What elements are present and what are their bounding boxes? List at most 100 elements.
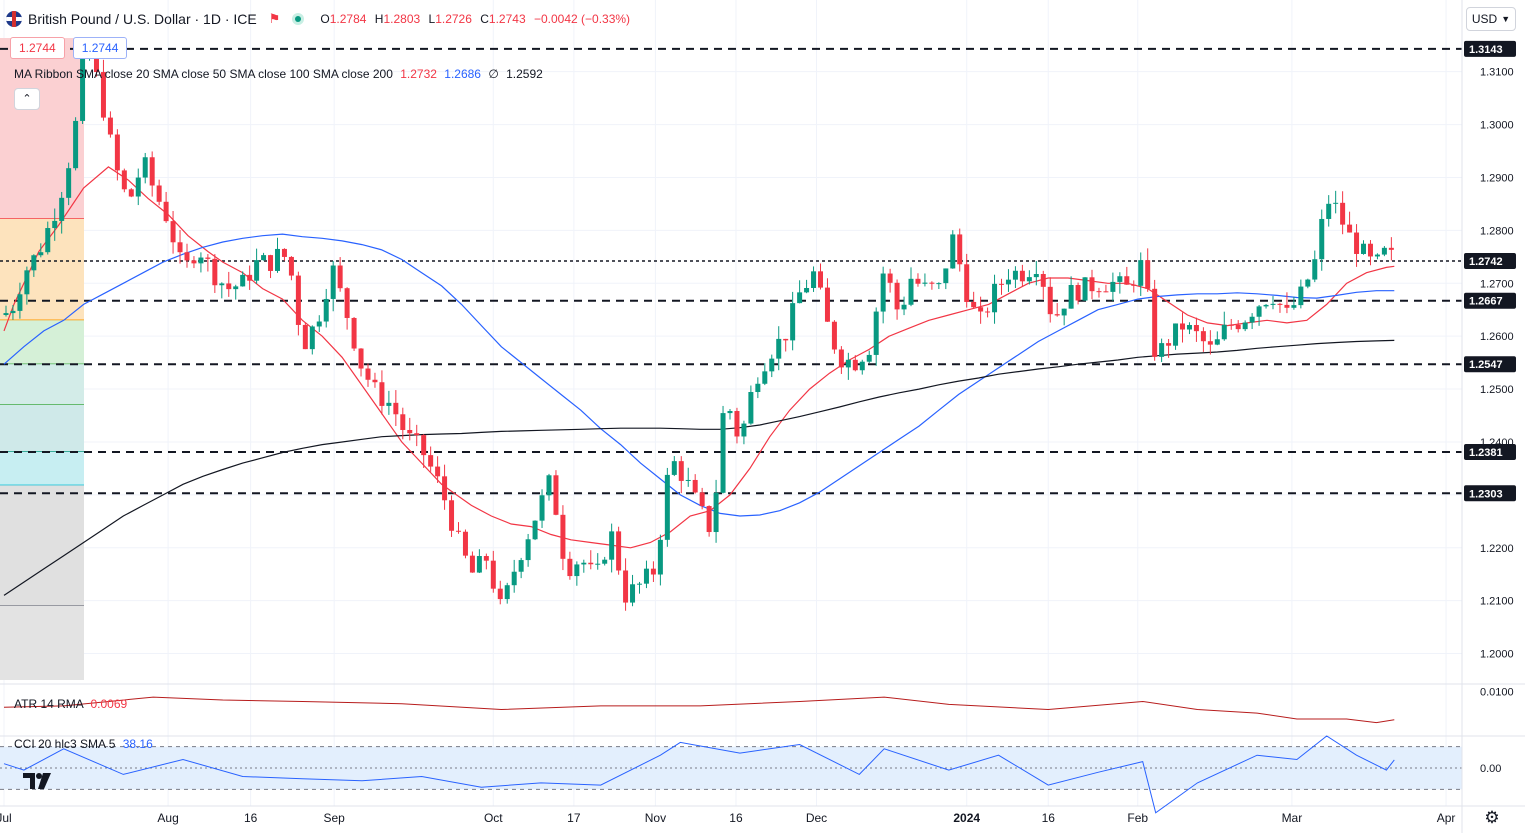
candle bbox=[24, 266, 30, 305]
candle-body bbox=[205, 257, 211, 259]
time-tick-label: Mar bbox=[1282, 811, 1303, 825]
candle bbox=[17, 282, 23, 319]
candle-body bbox=[1305, 279, 1311, 287]
symbol-title[interactable]: British Pound / U.S. Dollar · 1D · ICE bbox=[28, 11, 257, 27]
support-resistance-levels[interactable] bbox=[0, 47, 1462, 495]
candle bbox=[852, 355, 858, 372]
candle bbox=[560, 505, 566, 571]
buy-button[interactable]: 1.2744 bbox=[72, 37, 128, 59]
candle-body bbox=[358, 348, 364, 369]
candle bbox=[936, 282, 942, 289]
candle-body bbox=[142, 157, 148, 178]
candle bbox=[3, 305, 9, 317]
candle-body bbox=[546, 475, 552, 496]
chevron-up-icon: ⌃ bbox=[22, 93, 32, 105]
candle bbox=[929, 281, 935, 290]
candle-body bbox=[581, 562, 587, 565]
candle-body bbox=[692, 479, 698, 493]
candle-body bbox=[1200, 331, 1206, 342]
candle bbox=[163, 191, 169, 223]
candle bbox=[1388, 237, 1394, 261]
candle bbox=[643, 560, 649, 589]
ma-ribbon[interactable] bbox=[3, 166, 1395, 596]
sell-button[interactable]: 1.2744 bbox=[10, 37, 65, 59]
candle-body bbox=[1319, 218, 1325, 260]
candle bbox=[1284, 292, 1290, 314]
price-tick-label: 1.2200 bbox=[1480, 543, 1514, 555]
candle-body bbox=[1040, 274, 1046, 287]
sma-line-sma-200 bbox=[3, 339, 1395, 596]
fibonacci-retracement[interactable] bbox=[0, 38, 84, 680]
candle bbox=[894, 279, 900, 320]
candle bbox=[1096, 287, 1102, 298]
candle bbox=[274, 237, 280, 273]
price-tick-label: 1.2500 bbox=[1480, 384, 1514, 396]
candle-body bbox=[1033, 274, 1039, 278]
candle-body bbox=[295, 275, 301, 325]
candle-body bbox=[957, 234, 963, 265]
candle-body bbox=[755, 383, 761, 393]
candle-body bbox=[1110, 281, 1116, 292]
candle-body bbox=[393, 402, 399, 415]
candle-body bbox=[93, 56, 99, 73]
candle bbox=[254, 248, 260, 284]
candle-body bbox=[1089, 277, 1095, 292]
time-tick-label: Oct bbox=[484, 811, 503, 825]
candle bbox=[100, 59, 106, 121]
candle bbox=[393, 390, 399, 426]
tradingview-logo-icon[interactable] bbox=[22, 770, 52, 792]
atr-legend[interactable]: ATR 14 RMA 0.0069 bbox=[14, 697, 127, 711]
candle-body bbox=[59, 197, 65, 221]
candle bbox=[685, 467, 691, 487]
cci-label: CCI 20 hlc3 SMA 5 bbox=[14, 737, 116, 751]
price-tick-label: 1.2900 bbox=[1480, 172, 1514, 184]
sma200-value: 1.2592 bbox=[506, 67, 543, 81]
candle bbox=[713, 479, 719, 543]
candle-body bbox=[490, 560, 496, 589]
candle bbox=[309, 325, 315, 355]
high-value: 1.2803 bbox=[383, 12, 421, 26]
cci-legend[interactable]: CCI 20 hlc3 SMA 5 38.16 bbox=[14, 737, 153, 751]
candle-body bbox=[699, 492, 705, 507]
candle-body bbox=[734, 411, 740, 437]
candle-body bbox=[163, 201, 169, 222]
candle bbox=[539, 489, 545, 528]
candle-body bbox=[10, 310, 16, 314]
fib-zone bbox=[0, 485, 84, 606]
candle bbox=[804, 279, 810, 294]
candle bbox=[1152, 279, 1158, 361]
candle bbox=[581, 559, 587, 573]
symbol-legend: British Pound / U.S. Dollar · 1D · ICE ⚑… bbox=[6, 9, 635, 29]
candle-body bbox=[1249, 316, 1255, 323]
candle-body bbox=[992, 283, 998, 313]
price-candles[interactable] bbox=[3, 51, 1394, 611]
flag-icon[interactable]: ⚑ bbox=[268, 11, 281, 26]
ma-ribbon-legend[interactable]: MA Ribbon SMA close 20 SMA close 50 SMA … bbox=[14, 67, 547, 81]
gear-icon[interactable]: ⚙ bbox=[1484, 808, 1500, 827]
candle-body bbox=[80, 58, 86, 121]
candle-body bbox=[943, 268, 949, 284]
indicator-panes[interactable] bbox=[0, 683, 1525, 814]
candle-body bbox=[121, 170, 127, 190]
time-tick-label: Apr bbox=[1437, 811, 1456, 825]
candle-body bbox=[685, 479, 691, 481]
candle bbox=[699, 487, 705, 510]
candle-body bbox=[1159, 343, 1165, 357]
candle-body bbox=[790, 303, 796, 341]
currency-selector[interactable]: USD ▼ bbox=[1466, 7, 1516, 31]
candle-body bbox=[574, 564, 580, 577]
ohlc-values: O1.2784 H1.2803 L1.2726 C1.2743 −0.0042 … bbox=[320, 12, 631, 26]
collapse-legend-button[interactable]: ⌃ bbox=[14, 88, 40, 110]
candle-body bbox=[100, 72, 106, 118]
candle bbox=[992, 274, 998, 324]
fib-zone bbox=[0, 605, 84, 680]
candle bbox=[978, 296, 984, 324]
candle bbox=[455, 522, 461, 534]
candle bbox=[838, 346, 844, 374]
candle-body bbox=[1333, 202, 1339, 204]
market-status-icon[interactable] bbox=[292, 13, 305, 25]
candle bbox=[233, 284, 239, 300]
candle-body bbox=[281, 248, 287, 257]
price-level-label: 1.2381 bbox=[1469, 447, 1503, 459]
